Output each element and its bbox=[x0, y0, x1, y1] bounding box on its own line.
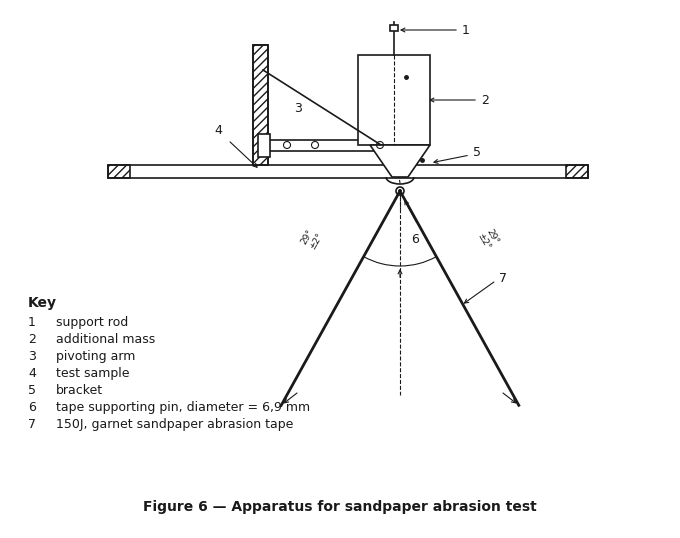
Text: test sample: test sample bbox=[56, 367, 129, 380]
Text: Key: Key bbox=[28, 296, 57, 310]
Text: support rod: support rod bbox=[56, 316, 129, 329]
Text: 6: 6 bbox=[28, 401, 36, 414]
Bar bbox=[253, 45, 268, 165]
Bar bbox=[566, 165, 588, 178]
Text: 29°
±2°: 29° ±2° bbox=[299, 226, 325, 251]
Bar bbox=[258, 134, 270, 157]
Bar bbox=[253, 45, 268, 165]
Text: 5: 5 bbox=[473, 146, 481, 159]
Text: 150J, garnet sandpaper abrasion tape: 150J, garnet sandpaper abrasion tape bbox=[56, 418, 293, 431]
Text: 1: 1 bbox=[28, 316, 36, 329]
Text: 3: 3 bbox=[28, 350, 36, 363]
Text: Figure 6 — Apparatus for sandpaper abrasion test: Figure 6 — Apparatus for sandpaper abras… bbox=[143, 500, 537, 514]
Circle shape bbox=[398, 190, 401, 192]
Text: 4: 4 bbox=[28, 367, 36, 380]
Text: tape supporting pin, diameter = 6,9 mm: tape supporting pin, diameter = 6,9 mm bbox=[56, 401, 310, 414]
Text: 7: 7 bbox=[499, 272, 507, 285]
Bar bbox=[358, 55, 430, 145]
Bar bbox=[108, 165, 588, 178]
Text: pivoting arm: pivoting arm bbox=[56, 350, 135, 363]
Polygon shape bbox=[370, 145, 430, 177]
Text: 6: 6 bbox=[411, 233, 419, 246]
Text: 2: 2 bbox=[481, 94, 489, 107]
Bar bbox=[268, 140, 393, 151]
Text: 29°
±2°: 29° ±2° bbox=[475, 226, 500, 251]
Text: 5: 5 bbox=[28, 384, 36, 397]
Bar bbox=[390, 25, 398, 31]
Text: bracket: bracket bbox=[56, 384, 103, 397]
Text: 4: 4 bbox=[214, 124, 222, 137]
Text: 1: 1 bbox=[462, 24, 470, 37]
Text: 2: 2 bbox=[28, 333, 36, 346]
Text: 7: 7 bbox=[28, 418, 36, 431]
Bar bbox=[108, 165, 130, 178]
Text: 3: 3 bbox=[294, 102, 302, 115]
Text: additional mass: additional mass bbox=[56, 333, 155, 346]
